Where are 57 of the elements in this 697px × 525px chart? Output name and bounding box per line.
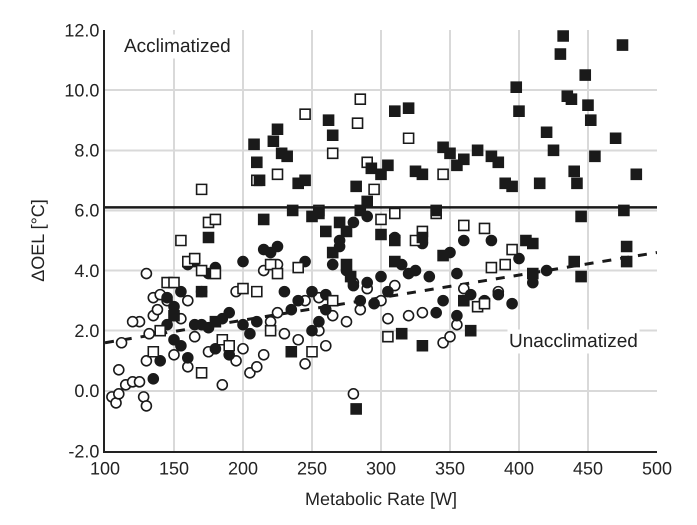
x-tick-label: 150 xyxy=(158,458,190,479)
point xyxy=(154,324,166,337)
y-tick-label: 6.0 xyxy=(74,200,100,221)
x-tick-label: 100 xyxy=(90,458,120,479)
x-axis-title: Metabolic Rate [W] xyxy=(304,489,458,510)
point xyxy=(196,184,208,196)
y-tick-label: 0.0 xyxy=(74,381,100,402)
point xyxy=(478,222,490,234)
x-tick-label: 250 xyxy=(296,458,328,479)
point xyxy=(264,258,276,270)
point xyxy=(368,184,380,196)
y-tick-label: 12.0 xyxy=(64,20,100,40)
x-tick-label: 200 xyxy=(228,458,258,479)
point xyxy=(251,286,263,298)
y-tick-label: -2.0 xyxy=(68,441,100,462)
point xyxy=(499,258,511,270)
annotation: Acclimatized xyxy=(124,36,231,57)
point xyxy=(478,298,490,310)
point xyxy=(196,264,208,276)
point xyxy=(326,294,338,306)
point xyxy=(292,262,304,274)
point xyxy=(402,132,414,144)
point xyxy=(506,244,518,256)
point xyxy=(437,168,449,180)
x-tick-label: 350 xyxy=(434,458,466,479)
point xyxy=(223,340,235,352)
y-tick-label: 8.0 xyxy=(74,140,100,161)
point xyxy=(326,147,338,160)
point xyxy=(375,214,387,226)
point xyxy=(210,214,222,226)
x-tick-label: 500 xyxy=(642,458,672,479)
point xyxy=(299,108,311,120)
point xyxy=(352,117,364,130)
x-tick-label: 300 xyxy=(366,458,396,479)
point xyxy=(188,252,200,264)
point xyxy=(148,346,160,358)
point xyxy=(486,262,498,274)
point xyxy=(237,282,249,294)
point xyxy=(458,220,470,232)
y-tick-label: 10.0 xyxy=(64,80,100,100)
point xyxy=(389,208,401,220)
point xyxy=(196,367,208,379)
point xyxy=(354,93,366,105)
y-tick-label: 4.0 xyxy=(74,260,100,281)
x-tick-label: 400 xyxy=(504,458,534,479)
point xyxy=(272,168,284,180)
point xyxy=(382,330,394,343)
x-tick-label: 450 xyxy=(572,458,604,479)
annotation: Unacclimatized xyxy=(509,331,638,352)
point xyxy=(272,268,284,280)
y-axis-title: ΔOEL [°C] xyxy=(28,199,48,282)
point xyxy=(264,324,276,337)
point xyxy=(175,234,187,246)
point xyxy=(306,346,318,358)
y-tick-label: 2.0 xyxy=(74,321,100,342)
point xyxy=(210,268,222,280)
point xyxy=(168,276,180,288)
